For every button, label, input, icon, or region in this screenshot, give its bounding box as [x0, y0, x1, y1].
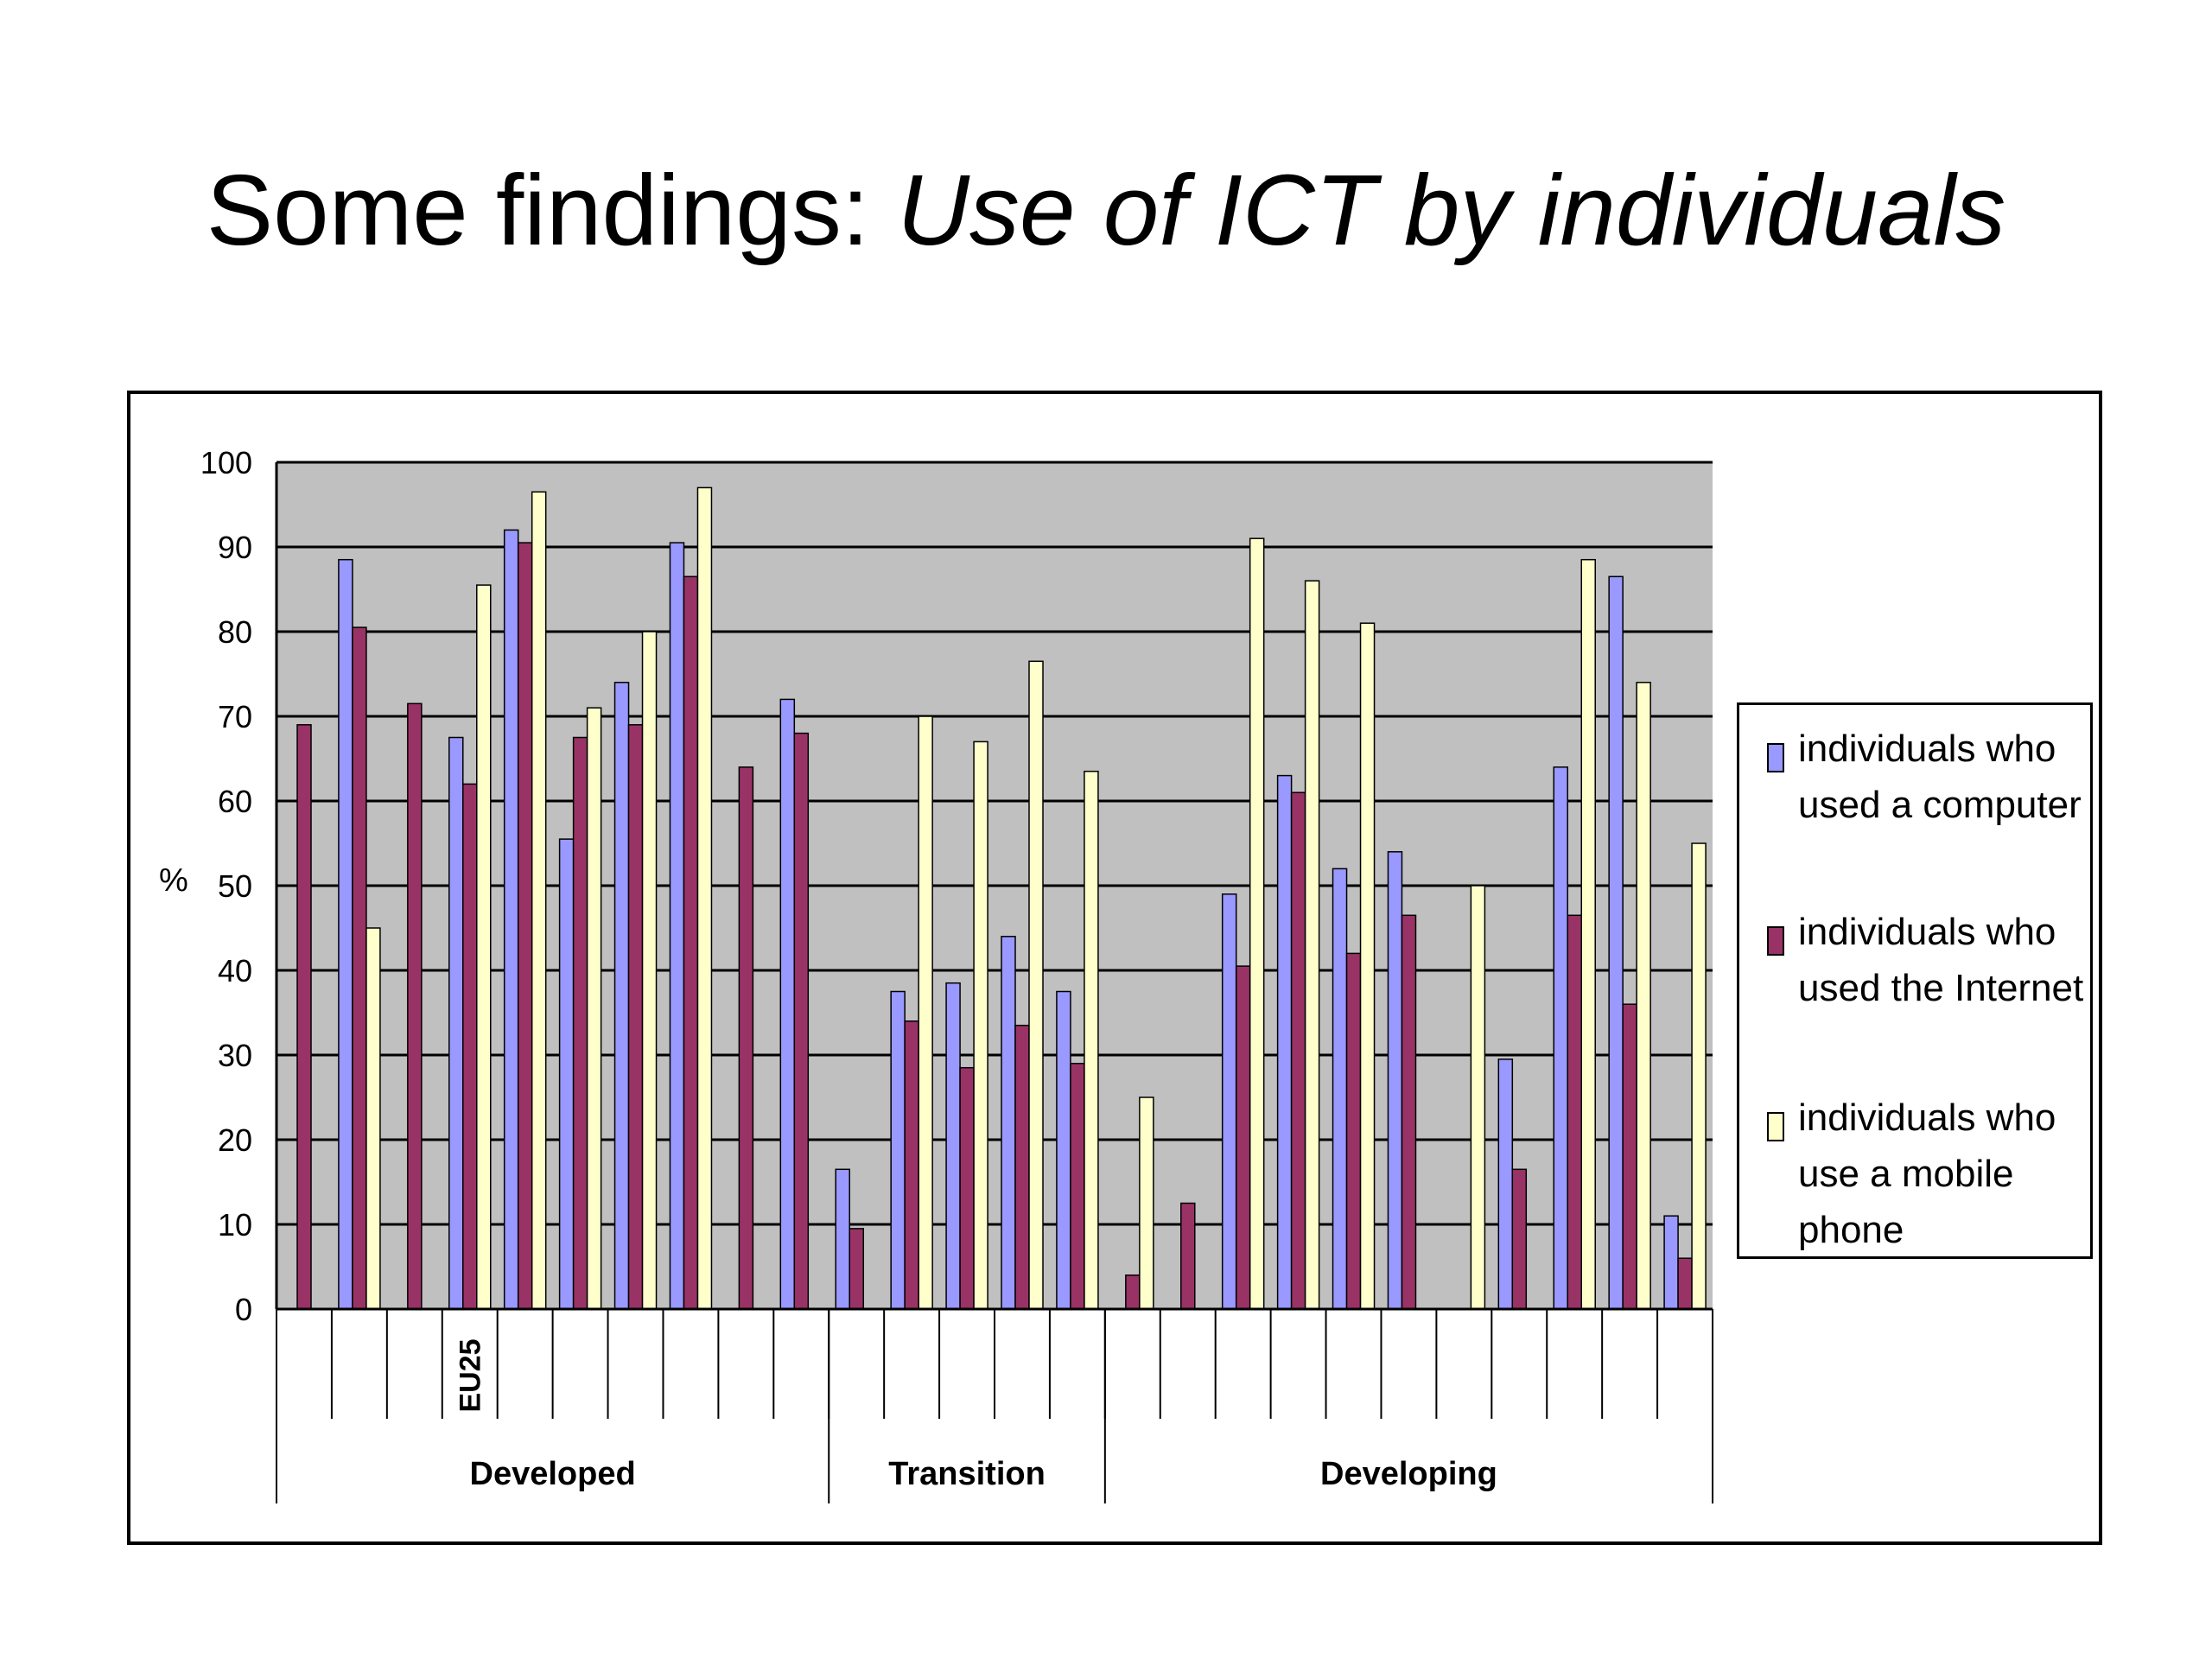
- bar-internet: [572, 736, 588, 1310]
- bar-computer: [1332, 868, 1348, 1310]
- bar-computer: [1221, 893, 1237, 1310]
- bar-mobile: [365, 927, 381, 1310]
- bar-mobile: [1249, 537, 1265, 1310]
- bar-computer: [448, 736, 464, 1310]
- bar-mobile: [1636, 682, 1651, 1310]
- y-axis-label: %: [159, 862, 188, 899]
- bar-mobile: [476, 584, 492, 1310]
- title-italic: Use of ICT by individuals: [897, 154, 2006, 266]
- bar-mobile: [696, 486, 713, 1310]
- bar-internet: [1677, 1257, 1693, 1310]
- bar-internet: [849, 1228, 864, 1310]
- y-tick-label: 100: [200, 445, 252, 480]
- bar-computer: [1608, 575, 1624, 1310]
- bar-computer: [338, 558, 353, 1310]
- bar-computer: [1663, 1215, 1679, 1310]
- bar-internet: [1511, 1168, 1528, 1310]
- y-tick-label: 0: [235, 1292, 252, 1327]
- bar-internet: [1125, 1274, 1141, 1310]
- y-tick-label: 60: [218, 784, 252, 819]
- bar-internet: [1567, 914, 1582, 1310]
- bar-computer: [779, 698, 796, 1310]
- bar-mobile: [973, 741, 988, 1310]
- bar-computer: [1276, 774, 1293, 1310]
- bar-mobile: [586, 707, 602, 1310]
- legend-label-computer: individuals who used a computer: [1798, 728, 2082, 826]
- bar-internet: [627, 724, 644, 1310]
- bar-mobile: [1580, 558, 1596, 1310]
- bar-mobile: [918, 715, 933, 1310]
- bar-internet: [296, 724, 312, 1310]
- chart-legend: individuals who used a computer individu…: [1737, 702, 2093, 1259]
- bar-mobile: [641, 631, 658, 1310]
- bar-computer: [1497, 1058, 1514, 1310]
- legend-label-internet: individuals who used the Internet: [1798, 911, 2084, 1009]
- bar-computer: [613, 682, 630, 1310]
- bar-internet: [738, 766, 754, 1310]
- bar-computer: [1001, 936, 1016, 1310]
- bar-computer: [669, 542, 685, 1310]
- bar-internet: [352, 626, 367, 1310]
- legend-label-mobile: individuals who use a mobile phone: [1798, 1096, 2056, 1251]
- bar-mobile: [1359, 622, 1376, 1310]
- legend-swatch-computer: [1767, 743, 1784, 772]
- category-label: EU25: [454, 1338, 487, 1412]
- y-tick-label: 90: [218, 530, 252, 565]
- y-tick-label: 20: [218, 1122, 252, 1158]
- group-label: Transition: [888, 1456, 1046, 1492]
- bar-internet: [462, 783, 478, 1310]
- y-tick-label: 10: [218, 1207, 252, 1243]
- bar-computer: [1387, 851, 1403, 1310]
- title-plain: Some findings:: [206, 154, 898, 266]
- group-label: Developing: [1320, 1456, 1497, 1492]
- legend-swatch-internet: [1767, 926, 1784, 956]
- bar-internet: [1014, 1024, 1030, 1310]
- bar-mobile: [1084, 770, 1099, 1310]
- bar-mobile: [1139, 1096, 1154, 1310]
- bar-mobile: [1304, 580, 1320, 1310]
- bar-internet: [1235, 965, 1251, 1310]
- bar-internet: [793, 732, 810, 1310]
- bar-internet: [1180, 1202, 1196, 1310]
- y-tick-label: 70: [218, 699, 252, 734]
- bar-computer: [1553, 766, 1568, 1310]
- bar-computer: [890, 990, 906, 1310]
- bar-internet: [904, 1020, 919, 1310]
- bar-computer: [1056, 990, 1071, 1310]
- bar-computer: [835, 1168, 850, 1310]
- bar-internet: [517, 542, 533, 1310]
- bar-internet: [1622, 1003, 1637, 1310]
- y-tick-label: 50: [218, 868, 252, 904]
- bar-internet: [1070, 1063, 1085, 1310]
- y-tick-label: 30: [218, 1038, 252, 1073]
- slide-title: Some findings: Use of ICT by individuals: [0, 154, 2212, 266]
- y-tick-label: 40: [218, 953, 252, 988]
- bar-mobile: [1470, 885, 1486, 1310]
- bar-computer: [558, 838, 575, 1310]
- bar-mobile: [1028, 660, 1044, 1310]
- group-label: Developed: [470, 1456, 636, 1492]
- bar-internet: [407, 702, 423, 1310]
- bar-computer: [945, 982, 961, 1310]
- bar-internet: [1401, 914, 1417, 1310]
- bar-computer: [503, 529, 519, 1310]
- legend-swatch-mobile: [1767, 1112, 1784, 1141]
- bar-mobile: [1691, 842, 1707, 1310]
- bar-mobile: [531, 491, 547, 1310]
- bar-internet: [1290, 791, 1306, 1310]
- bar-internet: [1345, 952, 1362, 1310]
- y-tick-label: 80: [218, 614, 252, 650]
- bar-internet: [683, 575, 699, 1310]
- bar-internet: [959, 1066, 975, 1310]
